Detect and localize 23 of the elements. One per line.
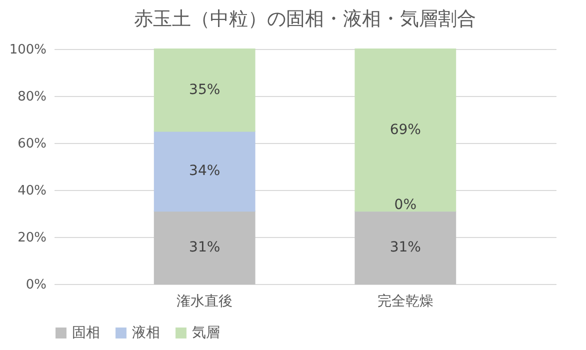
y-tick-label: 40% [18,184,46,198]
chart-title: 赤玉土（中粒）の固相・液相・気層割合 [134,8,476,30]
x-tick-label: 潅水直後 [176,294,233,310]
data-label: 0% [394,197,417,214]
bar [354,210,456,284]
y-tick-label: 20% [18,230,46,246]
bar [354,48,456,212]
bar [154,48,256,132]
data-label: 35% [189,82,220,98]
bar [154,210,256,284]
y-tick-label: 60% [18,136,46,152]
bar [154,130,256,212]
legend-label: 固相 [72,325,100,341]
data-label: 69% [390,122,421,138]
y-tick-label: 80% [18,90,46,104]
legend-label: 気層 [192,325,220,341]
data-label: 31% [390,240,421,256]
data-label: 34% [189,163,220,180]
y-tick-label: 0% [26,278,46,292]
legend-label: 液相 [132,325,160,341]
y-tick-label: 100% [9,42,46,58]
x-tick-label: 完全乾燥 [377,294,434,310]
data-label: 31% [189,240,220,256]
